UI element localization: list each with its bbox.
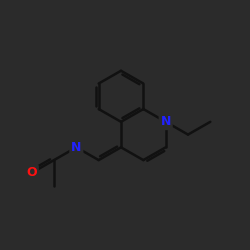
Text: O: O [26, 166, 37, 179]
Text: N: N [71, 141, 82, 154]
Text: N: N [160, 115, 171, 128]
